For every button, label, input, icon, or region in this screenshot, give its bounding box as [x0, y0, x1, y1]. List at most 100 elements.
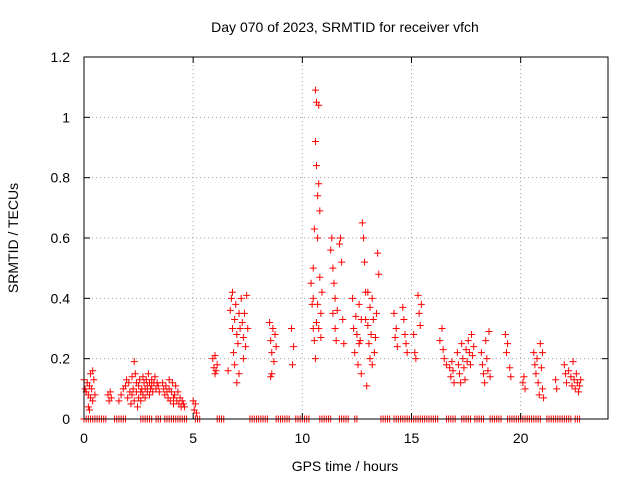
data-point — [414, 291, 422, 299]
data-point — [107, 394, 115, 402]
data-point — [355, 340, 363, 348]
data-point — [228, 288, 236, 296]
data-point — [313, 162, 321, 170]
data-point — [318, 288, 326, 296]
y-tick-label: 0.4 — [51, 290, 71, 306]
data-point — [361, 258, 369, 266]
data-point — [329, 264, 337, 272]
data-point — [270, 358, 278, 366]
data-point — [211, 370, 219, 378]
x-tick-label: 20 — [513, 430, 529, 446]
data-point — [567, 373, 575, 381]
data-point — [237, 294, 245, 302]
data-point — [106, 388, 114, 396]
data-point — [227, 294, 235, 302]
data-point — [289, 361, 297, 369]
y-tick-label: 0.8 — [51, 170, 71, 186]
data-point — [367, 331, 375, 339]
data-point — [536, 340, 544, 348]
data-point — [575, 388, 583, 396]
data-point — [179, 400, 187, 408]
data-point — [403, 349, 411, 357]
data-point — [333, 306, 341, 314]
data-point — [166, 397, 174, 405]
data-point — [144, 370, 152, 378]
data-point — [366, 355, 374, 363]
data-point — [358, 219, 366, 227]
data-point — [534, 379, 542, 387]
data-point — [447, 373, 455, 381]
data-point — [233, 331, 241, 339]
data-point — [235, 370, 243, 378]
data-point — [463, 358, 471, 366]
data-point — [532, 370, 540, 378]
data-point — [266, 318, 274, 326]
data-point — [561, 370, 569, 378]
data-point — [530, 349, 538, 357]
data-point — [440, 355, 448, 363]
data-point — [390, 309, 398, 317]
data-point — [171, 391, 179, 399]
data-point — [154, 382, 162, 390]
y-tick-label: 1.2 — [51, 49, 71, 65]
data-point — [146, 391, 153, 399]
data-point — [167, 388, 175, 396]
data-point — [400, 315, 408, 323]
data-point — [410, 331, 418, 339]
data-point — [151, 373, 159, 381]
data-point — [357, 370, 365, 378]
data-point — [314, 300, 322, 308]
data-point — [449, 367, 457, 375]
data-point — [570, 376, 578, 384]
data-point — [128, 391, 136, 399]
data-point — [368, 361, 376, 369]
data-point — [330, 279, 338, 287]
data-point — [243, 291, 251, 299]
data-point — [315, 325, 323, 332]
data-point — [363, 382, 371, 390]
data-point — [211, 352, 219, 360]
data-point — [165, 376, 173, 384]
data-point — [552, 376, 560, 384]
y-tick-label: 1 — [62, 109, 70, 125]
data-point — [335, 240, 343, 248]
data-point — [399, 303, 407, 311]
data-point — [485, 328, 493, 336]
data-point — [314, 234, 322, 242]
y-tick-label: 0 — [62, 411, 70, 427]
data-point — [401, 331, 409, 339]
data-point — [131, 370, 139, 378]
data-point — [484, 367, 492, 375]
data-point — [81, 385, 89, 393]
data-point — [453, 349, 461, 357]
data-point — [327, 246, 335, 254]
data-point — [469, 352, 477, 360]
data-point — [351, 349, 359, 357]
data-point — [375, 270, 383, 278]
data-point — [446, 364, 454, 372]
data-point — [392, 325, 400, 332]
data-point — [178, 397, 186, 405]
data-point — [159, 379, 167, 387]
y-tick-label: 0.2 — [51, 351, 71, 367]
data-point — [290, 343, 298, 351]
chart-title: Day 070 of 2023, SRMTID for receiver vfc… — [211, 19, 479, 35]
data-point — [115, 397, 123, 405]
data-point — [373, 309, 381, 317]
data-point — [353, 331, 361, 339]
data-point — [450, 379, 458, 387]
plot-frame — [83, 56, 609, 420]
data-point — [357, 315, 365, 323]
data-point — [271, 331, 279, 339]
data-point — [506, 364, 514, 372]
ticks-layer — [83, 56, 608, 420]
data-point — [267, 373, 275, 381]
data-point — [244, 325, 252, 332]
data-point — [339, 315, 347, 323]
data-point — [170, 394, 178, 402]
data-point — [88, 385, 96, 393]
data-points-layer — [80, 86, 585, 423]
data-point — [135, 382, 143, 390]
data-point — [84, 403, 92, 411]
data-point — [224, 367, 232, 375]
